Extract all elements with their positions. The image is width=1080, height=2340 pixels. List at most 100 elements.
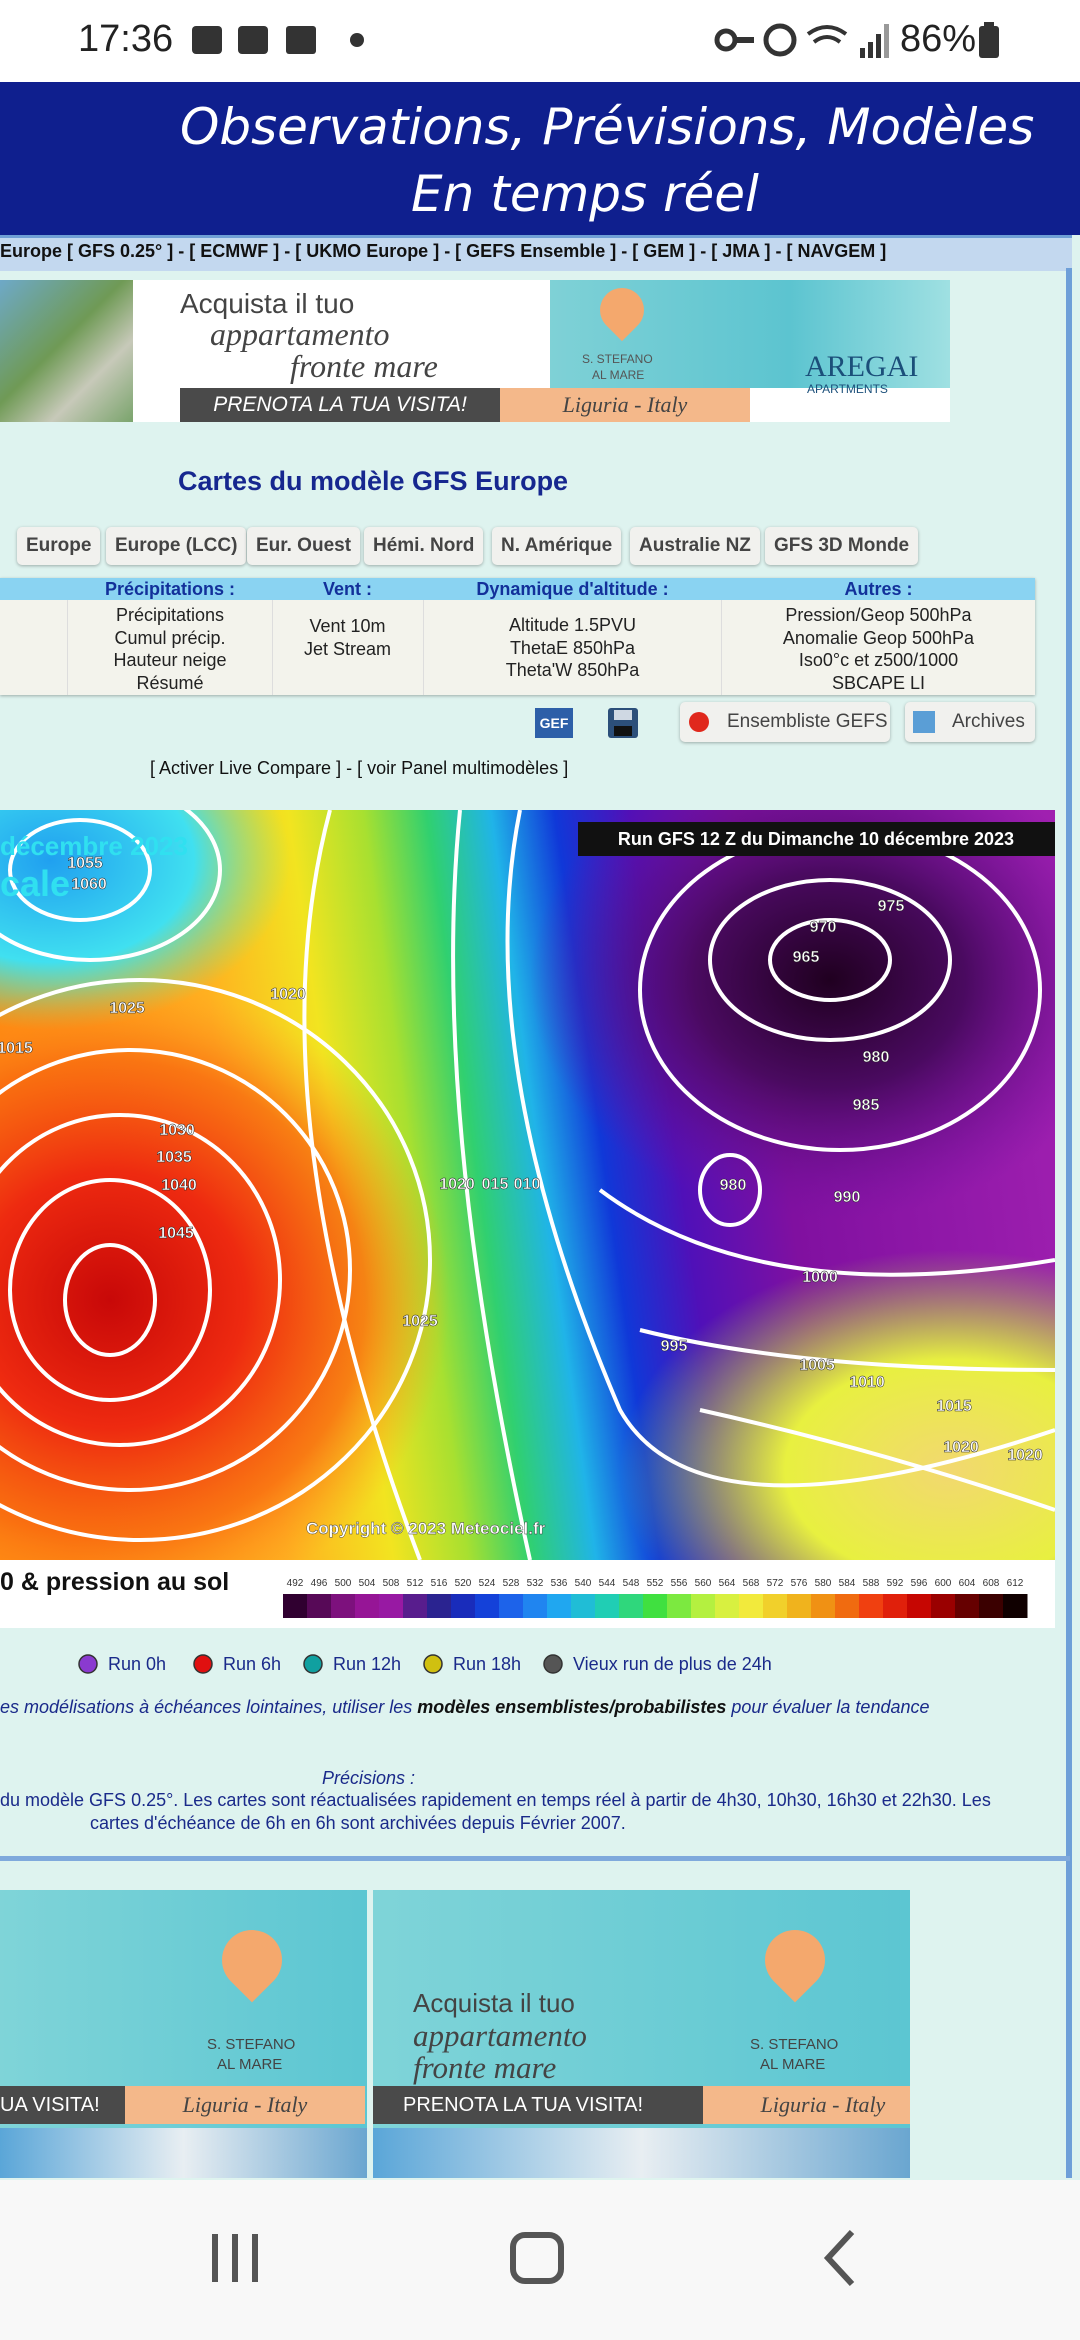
colorbar-swatch (379, 1594, 404, 1618)
recents-button[interactable] (212, 2234, 258, 2282)
isobar-label: 1035 (156, 1149, 192, 1166)
menu-link[interactable]: Hauteur neige (113, 650, 227, 670)
isobar-label: 965 (793, 949, 820, 966)
colorbar-swatch (307, 1594, 332, 1618)
isobar-label: 1015 (936, 1398, 972, 1415)
isobar-label: 1045 (158, 1225, 194, 1242)
colorbar-swatch (907, 1594, 932, 1618)
colorbar-swatch (787, 1594, 812, 1618)
tab[interactable]: N. Amérique (492, 527, 622, 565)
live-compare-link[interactable]: [ Activer Live Compare ] (150, 758, 342, 778)
legend-dot (193, 1654, 213, 1674)
colorbar-label: 592 (887, 1578, 904, 1589)
ad-place: S. STEFANO (750, 2036, 839, 2053)
cell-border (423, 600, 424, 695)
ad-text: Acquista il tuo (180, 288, 355, 319)
archives-label: Archives (952, 711, 1025, 732)
ad-place: S. STEFANO (582, 352, 653, 366)
ensemble-button[interactable] (680, 702, 890, 742)
isobar-label: 1010 (849, 1374, 885, 1391)
colorbar-label: 612 (1007, 1578, 1024, 1589)
colorbar-label: 492 (287, 1578, 304, 1589)
colorbar-swatch (691, 1594, 716, 1618)
battery-level: 86% (900, 18, 977, 60)
colorbar-label: 556 (671, 1578, 688, 1589)
colorbar-swatch (499, 1594, 524, 1618)
menu-link[interactable]: Altitude 1.5PVU (508, 615, 637, 635)
ad-region: Liguria - Italy (500, 388, 750, 422)
ad-pin (752, 1917, 838, 2003)
home-button[interactable] (510, 2232, 564, 2284)
nav-buttons (212, 2229, 855, 2287)
colorbar-label: 604 (959, 1578, 976, 1589)
top-ad[interactable]: Acquista il tuo appartamento fronte mare… (0, 280, 950, 422)
menu-link[interactable]: Pression/Geop 500hPa (785, 605, 972, 625)
menu-link[interactable]: Résumé (136, 672, 204, 693)
menu-link[interactable]: Anomalie Geop 500hPa (782, 627, 975, 648)
tab[interactable]: Europe (LCC) (106, 527, 247, 565)
note-text: pour évaluer la tendance (726, 1697, 930, 1717)
colorbar-swatch (739, 1594, 764, 1618)
colorbar-swatch (355, 1594, 380, 1618)
colorbar-swatch (715, 1594, 740, 1618)
menu-link[interactable]: Jet Stream (303, 638, 392, 659)
back-button[interactable] (823, 2229, 855, 2287)
model-nav[interactable]: Europe [ GFS 0.25° ] - [ ECMWF ] - [ UKM… (0, 241, 887, 261)
menu-link[interactable]: Cumul précip. (114, 627, 226, 648)
tab[interactable]: Hémi. Nord (364, 527, 484, 565)
panel-link[interactable]: [ voir Panel multimodèles ] (357, 758, 569, 778)
menu-link[interactable]: SBCAPE LI (831, 672, 926, 693)
ad-photo (373, 2128, 910, 2178)
isobar-label: 990 (834, 1189, 861, 1206)
isobar-label: 980 (720, 1177, 747, 1194)
isobar-label: 1030 (159, 1122, 195, 1139)
battery-icon (979, 22, 999, 58)
ad-brand: AREGAI (805, 350, 919, 383)
tab[interactable]: Australie NZ (630, 527, 760, 565)
colorbar-label: 576 (791, 1578, 808, 1589)
note-text: es modélisations à échéances lointaines,… (0, 1697, 418, 1717)
header-title: Observations, Prévisions, Modèles (180, 98, 1035, 156)
note-link[interactable]: modèles ensemblistes/probabilistes (417, 1697, 727, 1717)
isobar-label: 1020 (270, 986, 306, 1003)
colorbar-swatch (571, 1594, 596, 1618)
colorbar-label: 536 (551, 1578, 568, 1589)
tab[interactable]: GFS 3D Monde (765, 527, 919, 565)
colorbar-label: 508 (383, 1578, 400, 1589)
map-date: décembre 2023 (0, 831, 188, 861)
tab[interactable]: Eur. Ouest (247, 527, 361, 565)
weather-map: Run GFS 12 Z du Dimanche 10 décembre 202… (0, 810, 1055, 1560)
menu-link[interactable]: Précipitations (115, 605, 225, 625)
isobar-label: 1000 (802, 1269, 838, 1286)
map-caption: 0 & pression au sol (0, 1568, 230, 1596)
colorbar-label: 520 (455, 1578, 472, 1589)
colorbar-swatch (955, 1594, 980, 1618)
map-scale: cale (0, 863, 70, 904)
map-field (0, 980, 450, 1560)
isobar-label: 1025 (402, 1313, 438, 1330)
ad-place: AL MARE (592, 368, 645, 382)
menu-link[interactable]: Theta'W 850hPa (505, 660, 640, 680)
menu-link[interactable]: Vent 10m (309, 616, 386, 636)
tab[interactable]: Europe (17, 527, 101, 565)
precisions-title: Précisions : (322, 1768, 416, 1788)
bottom-ad[interactable]: Acquista il tuo appartamento fronte mare S.… (373, 1890, 910, 2178)
legend-dot (303, 1654, 323, 1674)
isobar-label: 1020 (1007, 1447, 1043, 1464)
save-icon[interactable] (606, 706, 640, 740)
colorbar-swatch (547, 1594, 572, 1618)
ad-text: appartamento (413, 2018, 587, 2053)
colorbar-swatch (283, 1594, 308, 1618)
isobar-label: 1020 (943, 1439, 979, 1456)
site-header (0, 82, 1080, 235)
isobar-label: 010 (514, 1176, 541, 1193)
ad-cta: PRENOTA LA TUA VISITA! (180, 388, 500, 422)
ad-brand-sub: APARTMENTS (807, 382, 888, 396)
status-icons-right (714, 23, 889, 58)
menu-link[interactable]: ThetaE 850hPa (509, 637, 636, 658)
ad-place: S. STEFANO (207, 2036, 296, 2053)
status-icons-left (192, 26, 364, 54)
gefs-icon[interactable]: GEF (535, 708, 573, 738)
menu-link[interactable]: Iso0°c et z500/1000 (798, 650, 959, 670)
